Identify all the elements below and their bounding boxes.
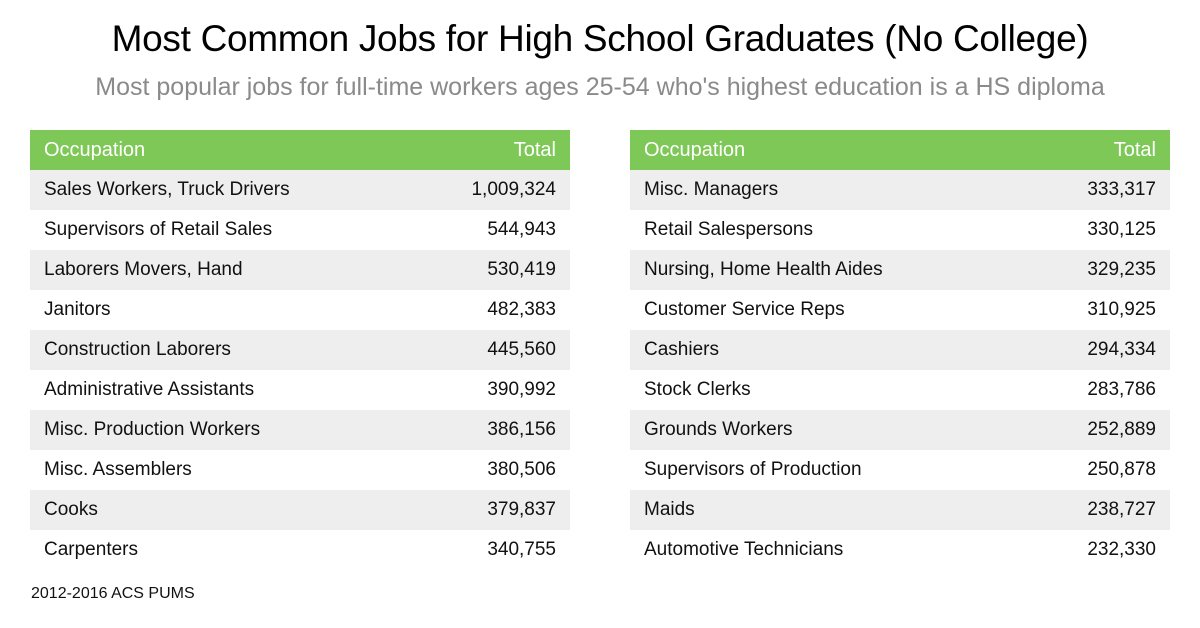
occupation-cell: Misc. Assemblers (30, 450, 413, 490)
total-cell: 252,889 (1026, 410, 1170, 450)
table-row: Misc. Production Workers 386,156 (30, 410, 570, 450)
table-row: Construction Laborers 445,560 (30, 330, 570, 370)
total-cell: 310,925 (1026, 290, 1170, 330)
occupation-cell: Laborers Movers, Hand (30, 250, 413, 290)
table-row: Customer Service Reps 310,925 (630, 290, 1170, 330)
total-cell: 390,992 (412, 370, 570, 410)
table-row: Misc. Managers 333,317 (630, 170, 1170, 210)
occupation-cell: Retail Salespersons (630, 210, 1027, 250)
chart-title: Most Common Jobs for High School Graduat… (111, 18, 1089, 59)
table-row: Misc. Assemblers 380,506 (30, 450, 570, 490)
total-cell: 238,727 (1026, 490, 1170, 530)
occupation-cell: Supervisors of Production (630, 450, 1027, 490)
table-header-row: Occupation Total (630, 130, 1170, 170)
total-cell: 482,383 (412, 290, 570, 330)
table-row: Supervisors of Production 250,878 (630, 450, 1170, 490)
table-row: Maids 238,727 (630, 490, 1170, 530)
total-cell: 1,009,324 (412, 170, 570, 210)
column-header-total: Total (1026, 130, 1170, 170)
table-row: Stock Clerks 283,786 (630, 370, 1170, 410)
total-cell: 283,786 (1026, 370, 1170, 410)
total-cell: 330,125 (1026, 210, 1170, 250)
occupation-cell: Misc. Managers (630, 170, 1027, 210)
column-header-occupation: Occupation (630, 130, 1027, 170)
table-row: Administrative Assistants 390,992 (30, 370, 570, 410)
occupation-cell: Janitors (30, 290, 413, 330)
occupation-cell: Misc. Production Workers (30, 410, 413, 450)
occupation-cell: Customer Service Reps (630, 290, 1027, 330)
total-cell: 530,419 (412, 250, 570, 290)
total-cell: 386,156 (412, 410, 570, 450)
table-row: Grounds Workers 252,889 (630, 410, 1170, 450)
table-row: Laborers Movers, Hand 530,419 (30, 250, 570, 290)
occupation-cell: Maids (630, 490, 1027, 530)
table-row: Carpenters 340,755 (30, 530, 570, 570)
table-body: Sales Workers, Truck Drivers 1,009,324 Sup… (30, 170, 570, 570)
total-cell: 544,943 (412, 210, 570, 250)
table-header-row: Occupation Total (30, 130, 570, 170)
total-cell: 232,330 (1026, 530, 1170, 570)
total-cell: 250,878 (1026, 450, 1170, 490)
table-row: Janitors 482,383 (30, 290, 570, 330)
column-header-occupation: Occupation (30, 130, 413, 170)
total-cell: 445,560 (412, 330, 570, 370)
occupation-cell: Nursing, Home Health Aides (630, 250, 1027, 290)
occupation-cell: Automotive Technicians (630, 530, 1027, 570)
occupation-cell: Carpenters (30, 530, 413, 570)
table-row: Nursing, Home Health Aides 329,235 (630, 250, 1170, 290)
occupation-cell: Grounds Workers (630, 410, 1027, 450)
source-note: 2012-2016 ACS PUMS (31, 585, 195, 602)
total-cell: 380,506 (412, 450, 570, 490)
jobs-table-right: Occupation Total Misc. Managers 333,317 Re… (630, 130, 1170, 570)
occupation-cell: Stock Clerks (630, 370, 1027, 410)
table-row: Retail Salespersons 330,125 (630, 210, 1170, 250)
total-cell: 294,334 (1026, 330, 1170, 370)
table-row: Automotive Technicians 232,330 (630, 530, 1170, 570)
occupation-cell: Supervisors of Retail Sales (30, 210, 413, 250)
jobs-table-left: Occupation Total Sales Workers, Truck Dr… (30, 130, 570, 570)
total-cell: 340,755 (412, 530, 570, 570)
occupation-cell: Administrative Assistants (30, 370, 413, 410)
occupation-cell: Construction Laborers (30, 330, 413, 370)
chart-subtitle: Most popular jobs for full-time workers … (95, 73, 1105, 101)
table-row: Sales Workers, Truck Drivers 1,009,324 (30, 170, 570, 210)
table-row: Cashiers 294,334 (630, 330, 1170, 370)
table-row: Supervisors of Retail Sales 544,943 (30, 210, 570, 250)
total-cell: 329,235 (1026, 250, 1170, 290)
total-cell: 379,837 (412, 490, 570, 530)
total-cell: 333,317 (1026, 170, 1170, 210)
occupation-cell: Cooks (30, 490, 413, 530)
occupation-cell: Cashiers (630, 330, 1027, 370)
column-header-total: Total (412, 130, 570, 170)
occupation-cell: Sales Workers, Truck Drivers (30, 170, 413, 210)
table-body: Misc. Managers 333,317 Retail Salespersons… (630, 170, 1170, 570)
table-row: Cooks 379,837 (30, 490, 570, 530)
